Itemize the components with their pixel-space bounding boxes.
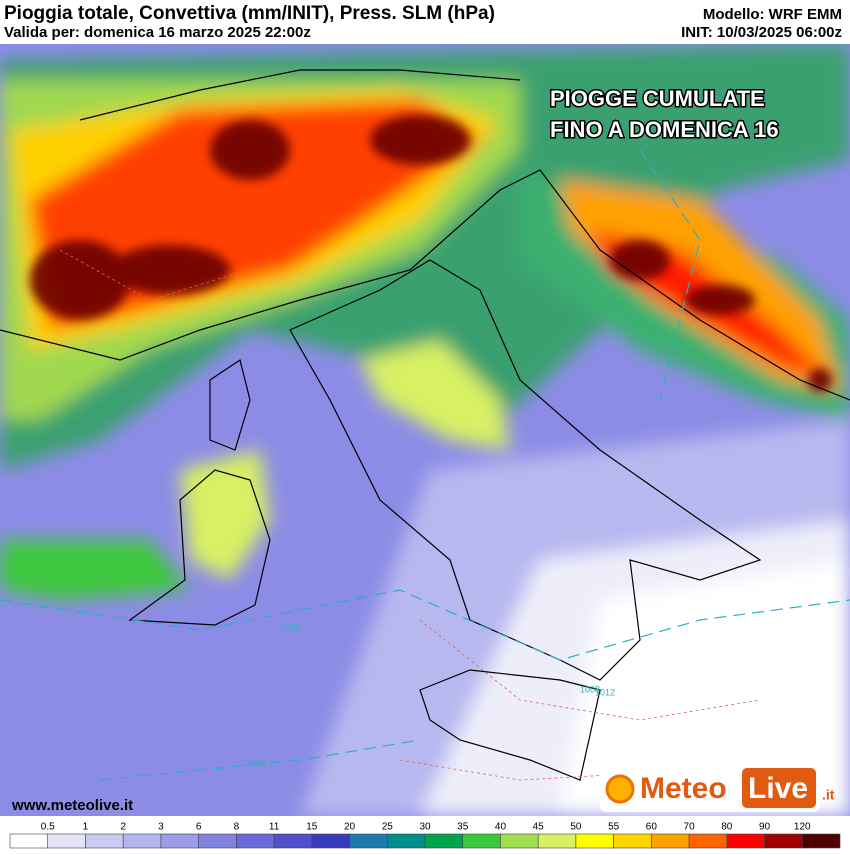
scale-cell [236,833,275,849]
scale-cell [9,833,49,849]
scale-cell [122,833,162,849]
scale-cell [688,833,728,849]
scale-label: 30 [419,822,431,833]
scale-cell [198,833,237,849]
scale-label: 45 [533,822,545,833]
scale-cell [575,833,614,849]
isobar-label: 1008 [580,684,600,694]
valid-time: Valida per: domenica 16 marzo 2025 22:00… [4,24,311,41]
scale-cell [462,833,501,849]
scale-label: 60 [646,822,658,833]
scale-label: 50 [570,822,582,833]
scale-label: 1 [83,822,89,833]
scale-cell [764,833,803,849]
scale-label: 25 [382,822,394,833]
scale-cell [47,833,86,849]
isobar-label: 1012 [595,687,615,697]
scale-label: 70 [684,822,696,833]
website: www.meteolive.it [11,797,133,814]
scale-label: 2 [120,822,126,833]
scale-cell [613,833,652,849]
model: Modello: WRF EMM [703,6,842,23]
scale-label: 35 [457,822,469,833]
scale-label: 90 [759,822,771,833]
scale-cell [651,833,690,849]
scale-label: 3 [158,822,164,833]
scale-label: 0.5 [41,822,55,833]
scale-cell [386,833,426,849]
init-time: INIT: 10/03/2025 06:00z [681,24,842,41]
scale-cell [85,833,124,849]
isobar-label: 1012 [280,622,300,632]
logo-suffix: .it [822,787,835,803]
scale-label: 40 [495,822,507,833]
overlay-text: PIOGGE CUMULATE [550,86,765,111]
scale-cell [500,833,539,849]
scale-label: 20 [344,822,356,833]
scale-cell [160,833,199,849]
logo-text: Live [748,772,808,805]
scale-cell [349,833,388,849]
scale-label: 80 [721,822,733,833]
color-scale: 0.5 1 2 3 6 8 11 15 20 25 30 35 40 45 50 55 60 70 80 90 120 [9,822,841,849]
scale-label: 6 [196,822,202,833]
scale-cell [273,833,313,849]
title: Pioggia totale, Convettiva (mm/INIT), Pr… [4,3,495,24]
scale-cell [311,833,350,849]
precip-map: 1008 1012 1012 1016 PIOGGE CUMULATE FINO… [0,44,850,816]
scale-label: 11 [269,822,280,833]
scale-label: 15 [306,822,318,833]
scale-cell [801,833,841,849]
scale-label: 120 [794,822,811,833]
scale-label: 55 [608,822,620,833]
logo: Meteo Live .it [600,764,835,812]
overlay-text: FINO A DOMENICA 16 [550,117,779,142]
scale-cell [424,833,464,849]
scale-cell [726,833,765,849]
logo-text: Meteo [640,772,727,805]
scale-cell [537,833,577,849]
isobar-label: 1016 [246,757,266,767]
scale-label: 8 [234,822,240,833]
